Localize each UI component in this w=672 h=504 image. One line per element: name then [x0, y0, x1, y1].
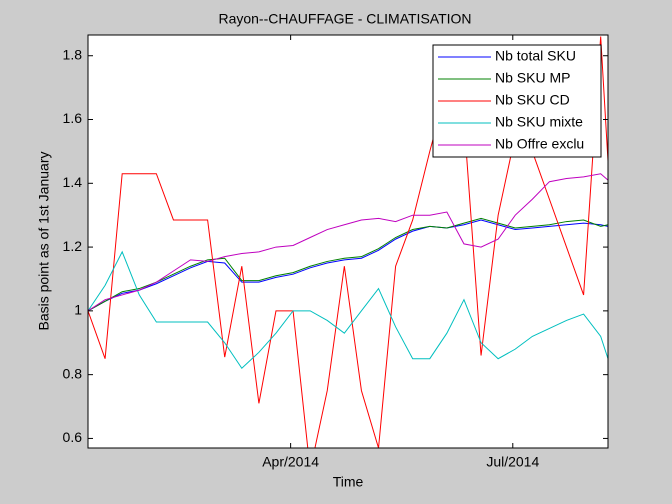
series-line: [88, 250, 608, 370]
legend-label: Nb Offre exclu: [495, 136, 584, 152]
x-axis-label: Time: [333, 474, 364, 490]
series-line: [88, 219, 608, 312]
y-tick-label: 0.8: [63, 365, 83, 381]
y-tick-label: 1: [74, 302, 82, 318]
legend-box: [432, 44, 602, 158]
legend-label: Nb total SKU: [495, 48, 576, 64]
x-tick-label: Jul/2014: [486, 454, 539, 470]
y-tick-label: 1.6: [63, 110, 83, 126]
series-line: [88, 217, 608, 312]
series-line: [88, 173, 608, 312]
legend: Nb total SKU Nb SKU MP Nb SKU CD Nb SKU mix…: [432, 44, 602, 158]
y-axis-label: Basis point as of 1st January: [36, 152, 52, 331]
y-tick-label: 1.2: [63, 238, 83, 254]
legend-label: Nb SKU mixte: [495, 114, 583, 130]
plot-frame: [87, 34, 609, 449]
legend-label: Nb SKU MP: [495, 70, 570, 86]
legend-label: Nb SKU CD: [495, 92, 570, 108]
chart-title: Rayon--CHAUFFAGE - CLIMATISATION: [218, 11, 471, 27]
y-tick-label: 1.8: [63, 46, 83, 62]
y-tick-label: 1.4: [63, 174, 83, 190]
x-tick-label: Apr/2014: [262, 454, 319, 470]
y-tick-label: 0.6: [63, 429, 83, 445]
